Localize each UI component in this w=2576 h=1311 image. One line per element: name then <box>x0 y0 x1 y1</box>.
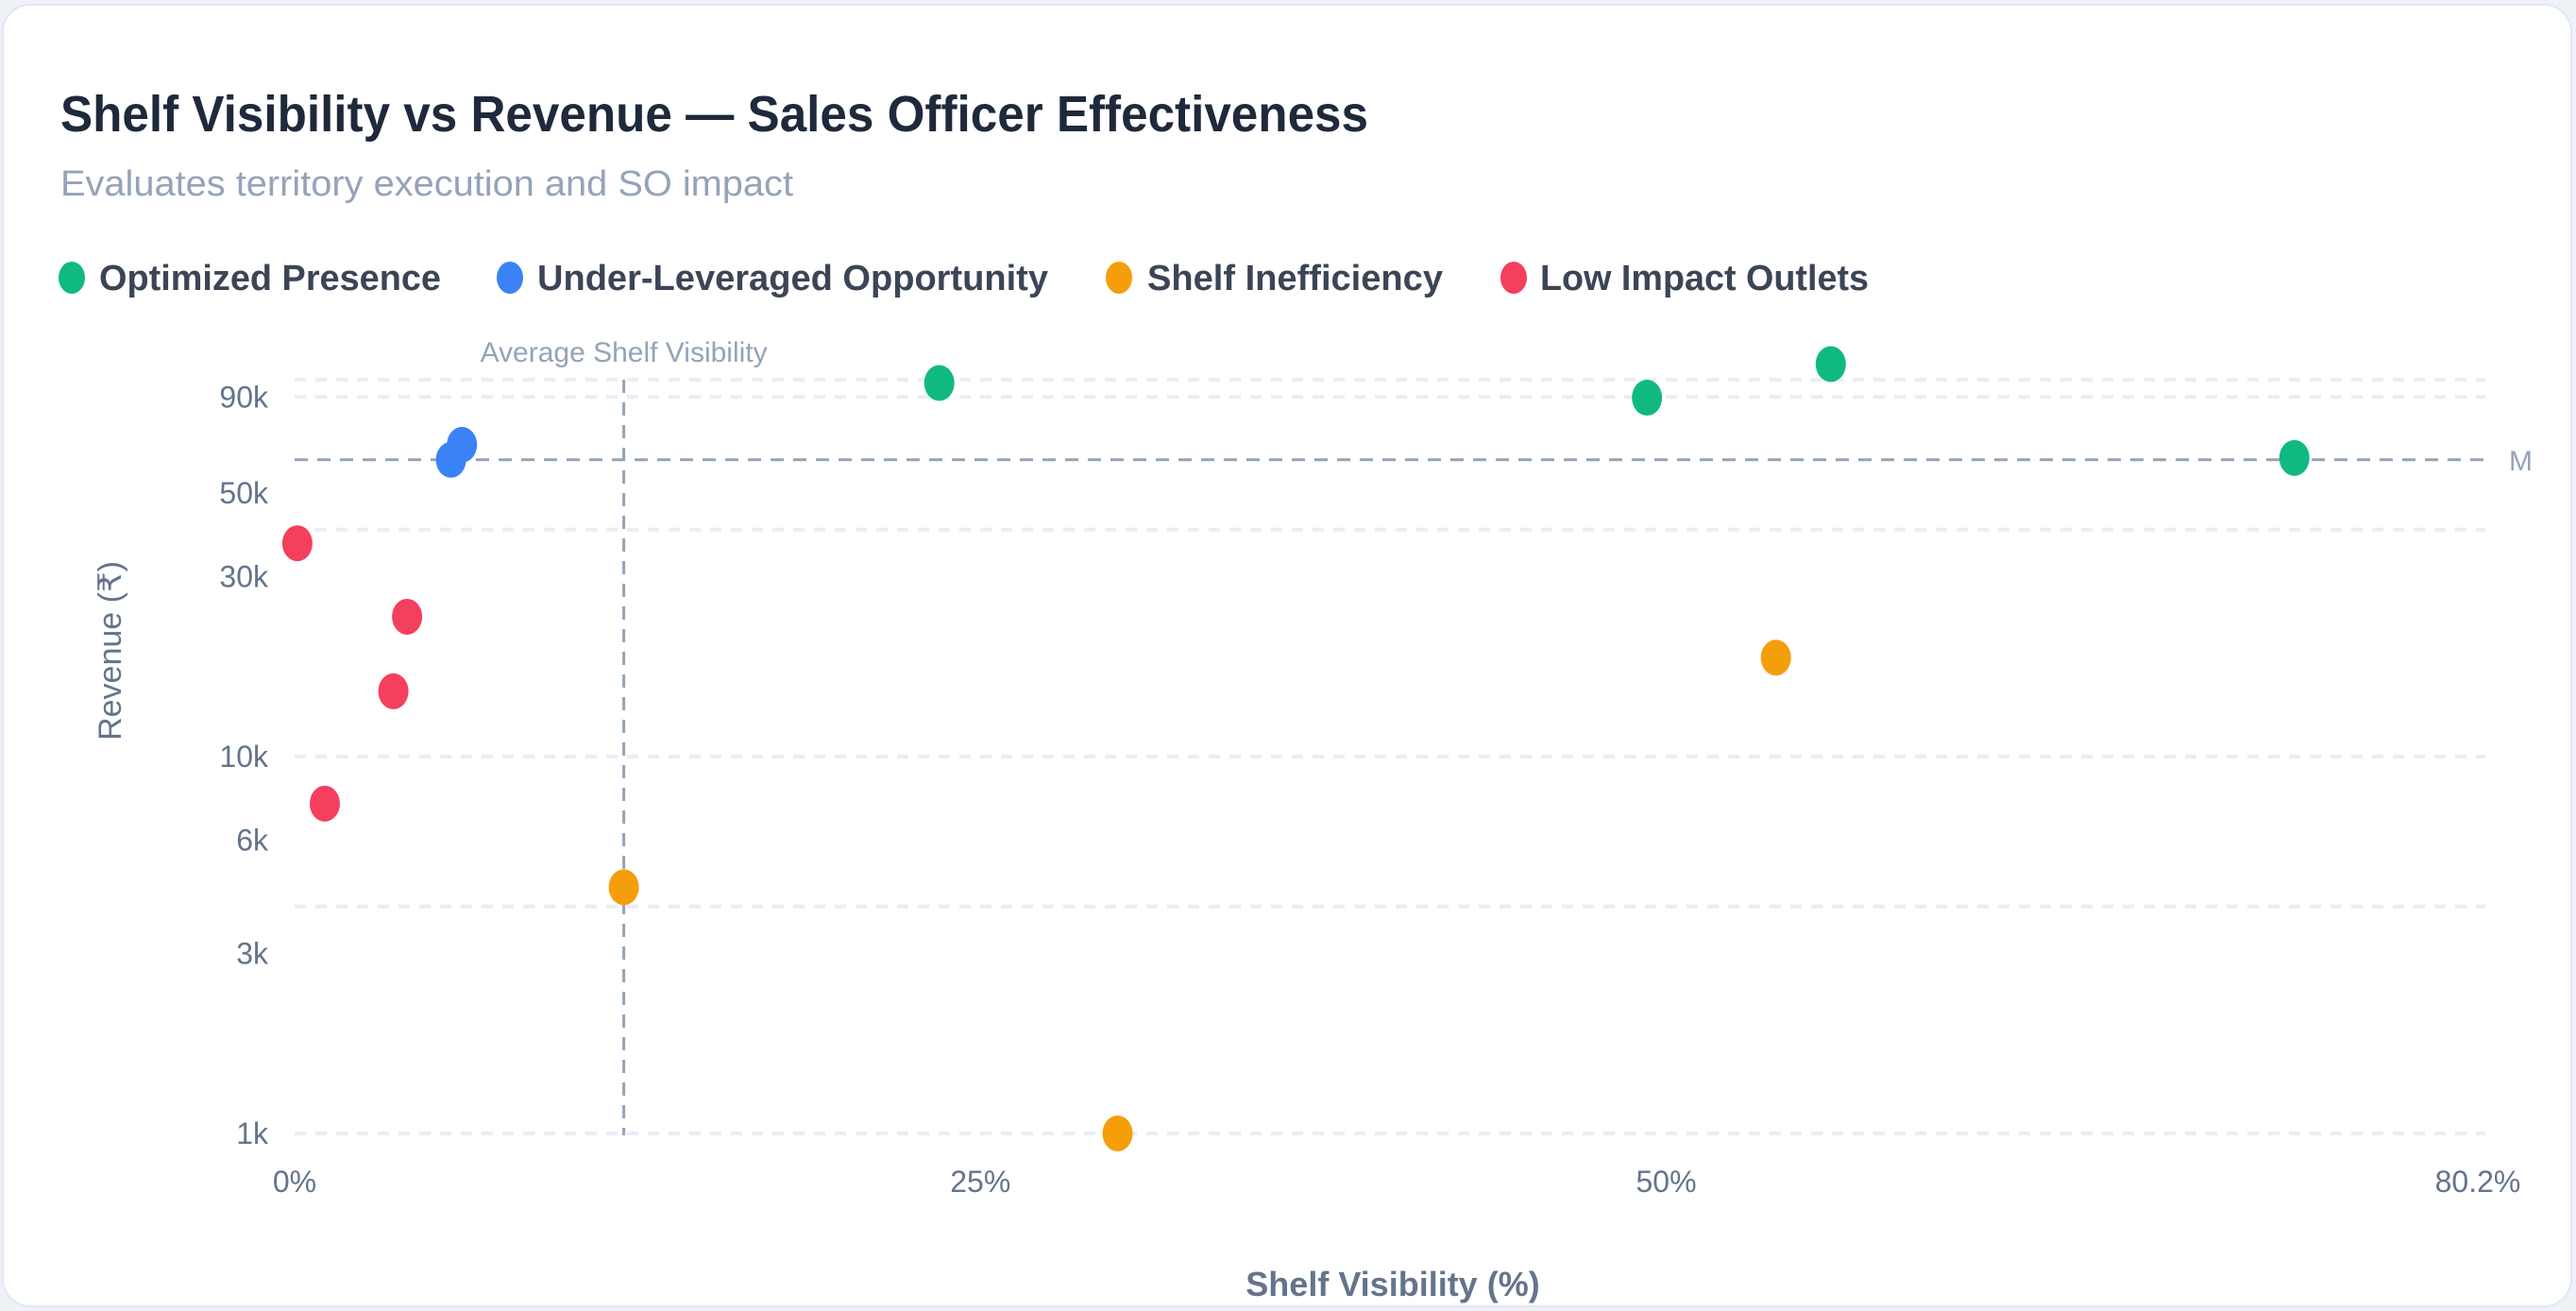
series-optimized-presence <box>924 346 2310 476</box>
x-axis-ticks: 0% 25% 50% 80.2% <box>273 1165 2520 1199</box>
y-axis-title: Revenue (₹) <box>93 561 128 741</box>
data-points <box>281 346 2310 1151</box>
x-tick-label: 0% <box>273 1165 316 1199</box>
point-low-impact-outlets[interactable] <box>281 525 313 562</box>
series-shelf-inefficiency <box>608 639 1791 1151</box>
point-optimized-presence[interactable] <box>1815 346 1846 383</box>
median-revenue-label: M <box>2509 446 2533 477</box>
y-tick-label: 6k <box>236 824 269 858</box>
x-tick-label: 50% <box>1635 1165 1696 1199</box>
legend-label-low-impact-outlets[interactable]: Low Impact Outlets <box>1540 259 1869 298</box>
y-tick-label: 30k <box>219 560 269 594</box>
point-shelf-inefficiency[interactable] <box>1102 1115 1133 1151</box>
y-tick-label: 50k <box>219 476 269 510</box>
point-low-impact-outlets[interactable] <box>309 785 340 822</box>
x-axis-title: Shelf Visibility (%) <box>1246 1265 1539 1303</box>
legend-dot-under-leveraged-opportunity <box>497 262 523 294</box>
y-axis-ticks: 1k 3k 6k 10k 30k 50k 90k <box>219 380 269 1150</box>
x-tick-label: 25% <box>950 1165 1010 1199</box>
legend-dot-low-impact-outlets <box>1500 262 1527 294</box>
legend-label-shelf-inefficiency[interactable]: Shelf Inefficiency <box>1147 259 1443 298</box>
series-under-leveraged-opportunity <box>435 426 478 478</box>
point-optimized-presence[interactable] <box>1632 380 1663 417</box>
legend-label-optimized-presence[interactable]: Optimized Presence <box>99 259 441 298</box>
chart-subtitle: Evaluates territory execution and SO imp… <box>60 164 794 204</box>
point-shelf-inefficiency[interactable] <box>1760 639 1791 676</box>
series-low-impact-outlets <box>281 525 423 822</box>
legend-label-under-leveraged-opportunity[interactable]: Under-Leveraged Opportunity <box>537 259 1048 298</box>
chart-title: Shelf Visibility vs Revenue — Sales Offi… <box>60 86 1368 143</box>
point-optimized-presence[interactable] <box>924 365 955 401</box>
y-tick-label: 10k <box>219 740 269 774</box>
point-optimized-presence[interactable] <box>2279 439 2310 476</box>
scatter-plot: Average Shelf Visibility M 1k 3k 6k 10k 30k 5… <box>93 337 2533 1303</box>
y-tick-label: 3k <box>236 937 269 971</box>
y-tick-label: 1k <box>236 1116 269 1150</box>
average-shelf-visibility-label: Average Shelf Visibility <box>481 337 768 368</box>
legend-dot-shelf-inefficiency <box>1106 262 1132 294</box>
chart-card: Shelf Visibility vs Revenue — Sales Offi… <box>2 4 2572 1307</box>
point-low-impact-outlets[interactable] <box>378 673 409 709</box>
point-shelf-inefficiency[interactable] <box>608 869 639 906</box>
legend-dot-optimized-presence <box>59 262 85 294</box>
x-tick-label: 80.2% <box>2435 1165 2521 1199</box>
point-low-impact-outlets[interactable] <box>392 598 423 635</box>
reference-lines: Average Shelf Visibility M <box>295 337 2533 1135</box>
point-under-leveraged-opportunity[interactable] <box>435 441 466 478</box>
y-tick-label: 90k <box>219 380 269 414</box>
